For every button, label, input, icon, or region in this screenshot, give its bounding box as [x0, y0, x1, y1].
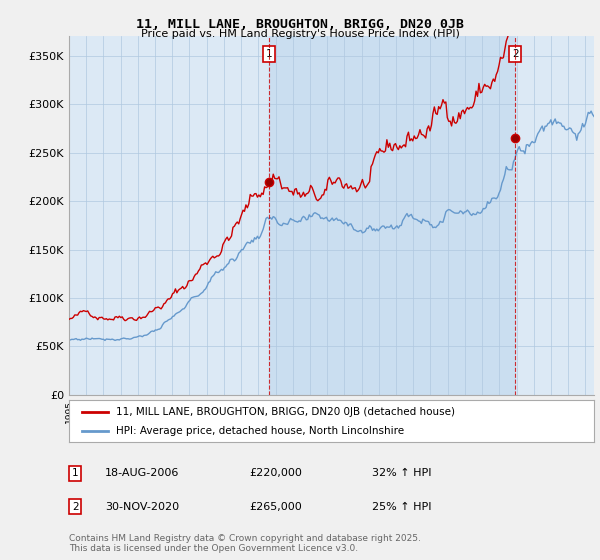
Text: Contains HM Land Registry data © Crown copyright and database right 2025.
This d: Contains HM Land Registry data © Crown c…	[69, 534, 421, 553]
Text: 2: 2	[512, 49, 518, 59]
Text: 11, MILL LANE, BROUGHTON, BRIGG, DN20 0JB: 11, MILL LANE, BROUGHTON, BRIGG, DN20 0J…	[136, 18, 464, 31]
Text: 32% ↑ HPI: 32% ↑ HPI	[372, 468, 431, 478]
Text: Price paid vs. HM Land Registry's House Price Index (HPI): Price paid vs. HM Land Registry's House …	[140, 29, 460, 39]
Bar	[269, 36, 515, 395]
Text: HPI: Average price, detached house, North Lincolnshire: HPI: Average price, detached house, Nort…	[116, 426, 404, 436]
Text: 25% ↑ HPI: 25% ↑ HPI	[372, 502, 431, 512]
Text: 2: 2	[72, 502, 79, 512]
Text: 1: 1	[72, 468, 79, 478]
Text: 11, MILL LANE, BROUGHTON, BRIGG, DN20 0JB (detached house): 11, MILL LANE, BROUGHTON, BRIGG, DN20 0J…	[116, 407, 455, 417]
Text: 30-NOV-2020: 30-NOV-2020	[105, 502, 179, 512]
Text: 1: 1	[266, 49, 272, 59]
Text: 18-AUG-2006: 18-AUG-2006	[105, 468, 179, 478]
Text: £265,000: £265,000	[249, 502, 302, 512]
Text: £220,000: £220,000	[249, 468, 302, 478]
